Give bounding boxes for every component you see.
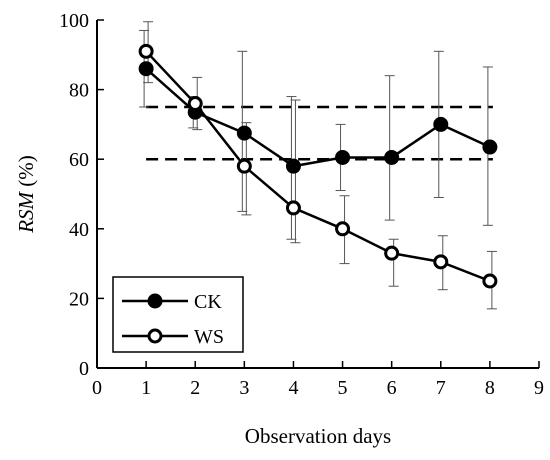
series-line-ws bbox=[145, 50, 491, 283]
data-point-ck bbox=[384, 149, 400, 165]
data-point-ws bbox=[335, 221, 351, 237]
data-point-ck bbox=[285, 158, 301, 174]
x-axis-label: Observation days bbox=[245, 424, 391, 448]
x-ticks: 0 1 2 3 4 5 6 7 8 9 bbox=[92, 361, 544, 399]
legend: CK WS bbox=[112, 276, 244, 353]
series-lines bbox=[145, 50, 491, 283]
x-tick-label: 3 bbox=[239, 377, 249, 399]
x-tick-label: 4 bbox=[288, 377, 298, 399]
legend-marker bbox=[147, 328, 163, 344]
y-axis-label: RSM (%) bbox=[14, 155, 38, 234]
x-tick-label: 5 bbox=[338, 377, 348, 399]
y-ticks: 0 20 40 60 80 100 bbox=[59, 10, 104, 380]
x-tick-label: 6 bbox=[387, 377, 397, 399]
y-tick-label: 40 bbox=[69, 219, 89, 241]
data-point-ck bbox=[433, 116, 449, 132]
data-point-ws bbox=[187, 96, 203, 112]
legend-label: CK bbox=[194, 291, 222, 313]
data-point-ws bbox=[433, 254, 449, 270]
data-point-ck bbox=[335, 149, 351, 165]
data-point-ws bbox=[482, 273, 498, 289]
x-tick-label: 1 bbox=[141, 377, 151, 399]
y-tick-label: 20 bbox=[69, 288, 89, 310]
legend-box bbox=[112, 276, 244, 353]
data-point-ws bbox=[138, 43, 154, 59]
y-axis-label-variable: RSM bbox=[14, 190, 38, 233]
data-point-ws bbox=[285, 200, 301, 216]
data-point-ws bbox=[384, 245, 400, 261]
y-tick-label: 60 bbox=[69, 149, 89, 171]
data-point-ck bbox=[236, 125, 252, 141]
y-axis-label-unit: (%) bbox=[14, 155, 38, 192]
data-points bbox=[138, 43, 498, 289]
data-point-ck bbox=[138, 61, 154, 77]
legend-label: WS bbox=[194, 326, 224, 348]
x-tick-label: 0 bbox=[92, 377, 102, 399]
legend-marker bbox=[147, 293, 163, 309]
plot-axes bbox=[96, 20, 539, 369]
x-tick-label: 7 bbox=[436, 377, 446, 399]
data-point-ws bbox=[236, 158, 252, 174]
y-tick-label: 100 bbox=[59, 10, 89, 32]
y-tick-label: 0 bbox=[79, 358, 89, 380]
data-point-ck bbox=[482, 139, 498, 155]
x-tick-label: 8 bbox=[485, 377, 495, 399]
reference-lines bbox=[146, 105, 493, 161]
y-tick-label: 80 bbox=[69, 80, 89, 102]
x-tick-label: 9 bbox=[534, 377, 544, 399]
x-tick-label: 2 bbox=[190, 377, 200, 399]
